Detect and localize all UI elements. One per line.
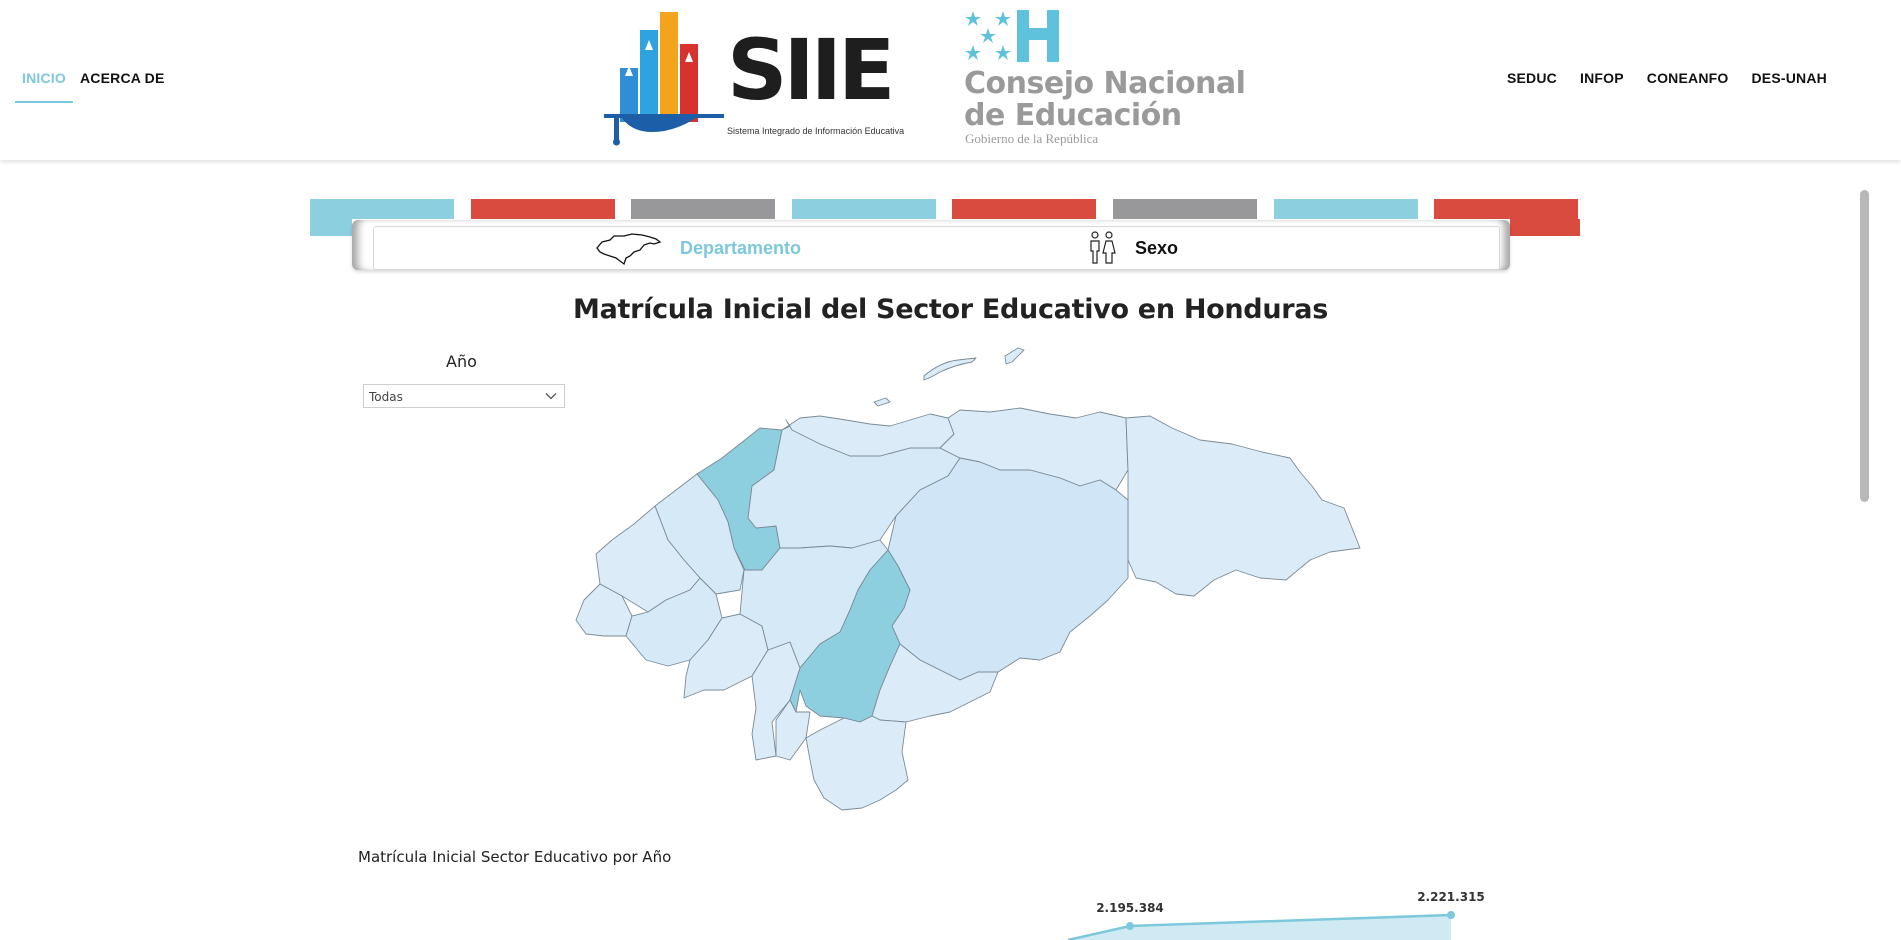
color-stripe — [952, 199, 1097, 219]
nav-right: SEDUC INFOP CONEANFO DES-UNAH — [1507, 70, 1827, 86]
color-stripe — [631, 199, 776, 219]
chevron-down-icon — [545, 393, 557, 400]
cne-logo-line1: Consejo Nacional — [964, 66, 1246, 101]
nav-left: INICIO ACERCA DE — [15, 70, 165, 103]
tab-sexo[interactable]: Sexo — [1087, 227, 1178, 269]
cne-logo-line2: de Educación — [964, 98, 1182, 133]
year-filter-value: Todas — [369, 390, 403, 404]
map-dept-gracias-a-dios — [1125, 415, 1361, 597]
color-stripes — [310, 199, 1580, 219]
chart-data-label-1: 2.195.384 — [1096, 901, 1164, 915]
cne-logo: Consejo Nacional de Educación Gobierno d… — [962, 8, 1262, 148]
color-stripe — [470, 199, 615, 219]
chart-data-label-2: 2.221.315 — [1417, 890, 1485, 904]
map-dept-olancho — [887, 457, 1129, 681]
tab-sexo-label: Sexo — [1135, 237, 1179, 258]
tab-departamento[interactable]: Departamento — [594, 227, 801, 269]
nav-infop[interactable]: INFOP — [1580, 70, 1624, 86]
map-island-roatan — [923, 357, 977, 381]
nav-seduc[interactable]: SEDUC — [1506, 70, 1557, 86]
color-stripe — [1434, 199, 1579, 219]
chart-point-2 — [1447, 911, 1455, 919]
year-filter-label: Año — [446, 352, 477, 371]
year-filter-select[interactable]: Todas — [363, 384, 565, 408]
chart-point-1 — [1126, 922, 1134, 930]
color-stripe — [791, 199, 936, 219]
nav-acerca-de[interactable]: ACERCA DE — [79, 70, 165, 86]
chart-area-fill — [1068, 915, 1451, 940]
map-dept-choluteca — [805, 715, 909, 811]
map-island-guanaja — [1004, 347, 1025, 365]
honduras-map-icon — [596, 233, 662, 266]
stripe-right-extension — [1510, 219, 1580, 236]
page-title: Matrícula Inicial del Sector Educativo e… — [573, 294, 1328, 325]
map-island-utila — [873, 397, 891, 407]
map-dept-valle — [775, 699, 811, 761]
stripe-left-extension — [310, 219, 352, 236]
nav-des-unah[interactable]: DES-UNAH — [1751, 70, 1827, 86]
cne-logo-gov: Gobierno de la República — [965, 131, 1099, 146]
siie-logo-text: SIIE — [727, 21, 895, 119]
map-dept-el-paraiso — [871, 643, 999, 723]
tab-departamento-label: Departamento — [680, 237, 802, 258]
nav-inicio[interactable]: INICIO — [15, 70, 73, 103]
color-stripe — [310, 199, 454, 219]
siie-logo-subtitle: Sistema Integrado de Información Educati… — [727, 126, 905, 136]
color-stripe — [1273, 199, 1418, 219]
vertical-scrollbar[interactable] — [1860, 190, 1869, 502]
male-female-icon — [1090, 231, 1116, 264]
tab-bar: Departamento Sexo — [373, 226, 1500, 270]
color-stripe — [1113, 199, 1257, 219]
nav-coneanfo[interactable]: CONEANFO — [1646, 70, 1729, 86]
honduras-department-map — [575, 347, 1361, 811]
enrollment-by-year-chart: 2.195.384 2.221.315 — [1067, 890, 1485, 940]
siie-logo: SIIE Sistema Integrado de Información Ed… — [604, 10, 914, 150]
siie-bars-icon — [604, 12, 724, 146]
chart-section-title: Matrícula Inicial Sector Educativo por A… — [358, 848, 672, 866]
stars-h-icon — [965, 10, 1059, 62]
top-header: INICIO ACERCA DE SIIE Sistema Integrado … — [0, 0, 1901, 160]
